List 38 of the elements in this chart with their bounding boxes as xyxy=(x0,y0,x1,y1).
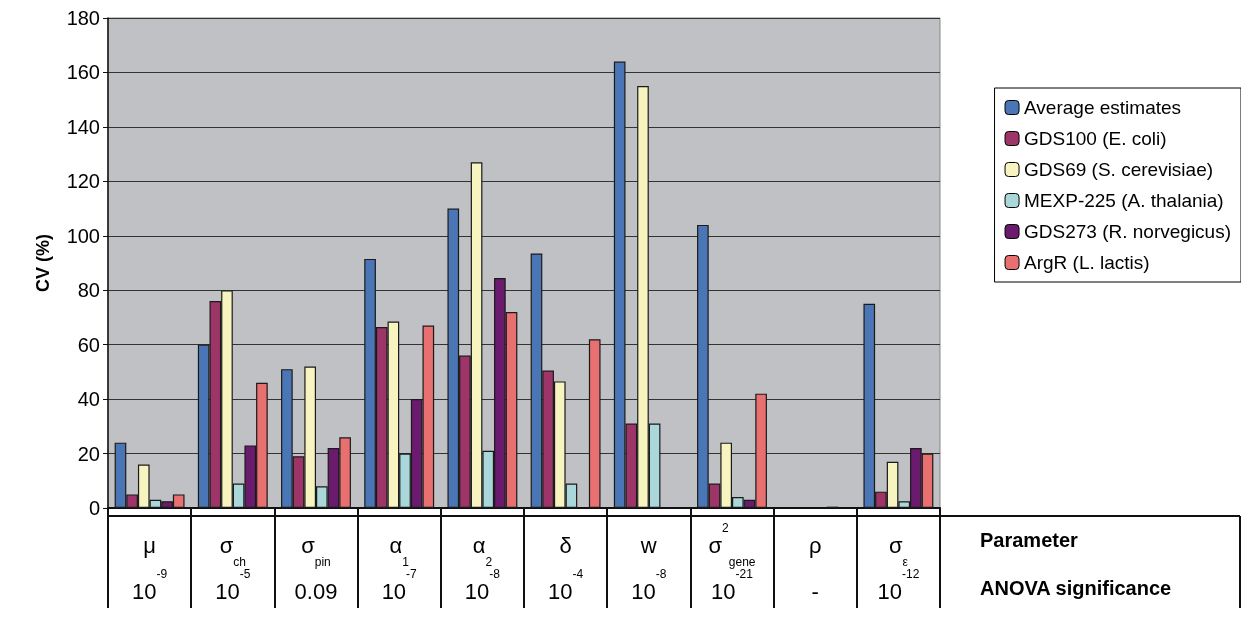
text: ANOVA significance xyxy=(980,577,1172,599)
text: - xyxy=(811,578,819,604)
y-tick-label: 40 xyxy=(77,388,100,411)
x-tick-label: σch xyxy=(219,532,246,569)
text: 10-4 xyxy=(548,567,584,604)
text: 10-8 xyxy=(631,567,667,604)
x-tick-label: μ xyxy=(143,532,156,558)
y-tick-label: 20 xyxy=(77,442,100,465)
text: 10-5 xyxy=(215,567,251,604)
text: 10-7 xyxy=(381,567,418,604)
x-tick-label: w xyxy=(639,532,657,558)
y-tick-label: 80 xyxy=(77,279,100,302)
category-label: σ2gene xyxy=(708,521,756,569)
text: 10-12 xyxy=(877,567,920,604)
legend-label: GDS100 (E. coli) xyxy=(1024,128,1167,149)
legend-label: GDS273 (R. norvegicus) xyxy=(1024,221,1231,242)
x-tick-label: ρ xyxy=(808,532,822,558)
x-tick-label: σpin xyxy=(301,532,331,569)
y-tick-label: 180 xyxy=(66,7,100,29)
y-tick-label: 60 xyxy=(77,333,100,356)
legend-label: GDS69 (S. cerevisiae) xyxy=(1024,159,1214,180)
y-tick-label: 100 xyxy=(66,224,100,247)
y-tick-label: 0 xyxy=(88,497,100,519)
x-axis-title: Parameter xyxy=(980,529,1079,551)
x-tick-label: δ xyxy=(559,532,572,558)
legend-label: Average estimates xyxy=(1024,97,1182,118)
y-axis-title: CV (%) xyxy=(33,234,53,292)
y-tick-label: 160 xyxy=(66,61,100,84)
y-tick-label: 140 xyxy=(66,115,100,138)
x-tick-label: σε xyxy=(888,532,909,569)
text: 10-8 xyxy=(464,567,501,604)
y-tick-label: 120 xyxy=(66,170,100,193)
x-tick-label: α2 xyxy=(472,532,493,569)
legend-label: MEXP-225 (A. thalania) xyxy=(1024,190,1224,211)
text: 0.09 xyxy=(294,578,338,604)
legend-label: ArgR (L. lactis) xyxy=(1024,252,1150,273)
x-tick-label: α1 xyxy=(389,532,410,569)
text: 10-9 xyxy=(132,567,168,604)
